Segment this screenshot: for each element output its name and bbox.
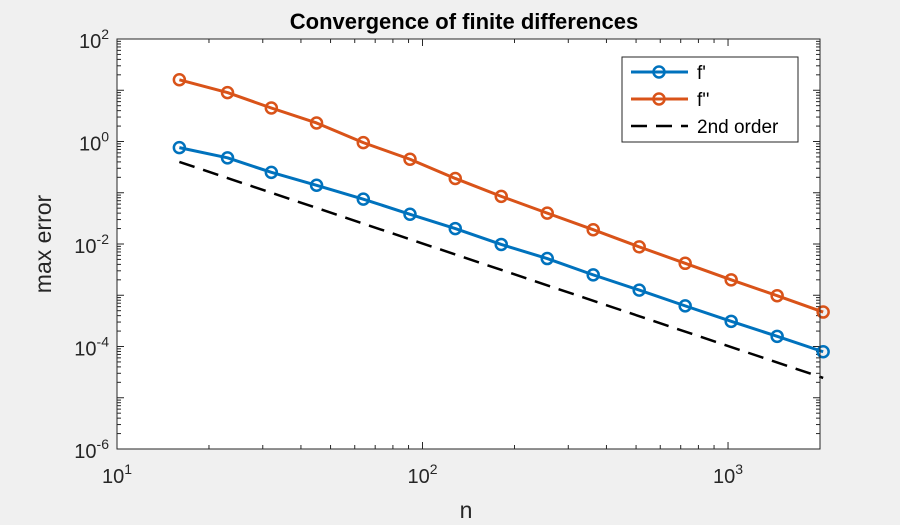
series-line-1 bbox=[178, 78, 824, 314]
y-axis-label: max error bbox=[30, 194, 56, 293]
series-point-1 bbox=[586, 222, 600, 237]
series-point-1 bbox=[770, 288, 784, 303]
y-tick-label: 10-2 bbox=[74, 231, 109, 258]
series-point-1 bbox=[403, 152, 417, 167]
x-axis-label: n bbox=[460, 497, 473, 523]
series-point-0 bbox=[264, 165, 279, 180]
y-tick-label: 10-4 bbox=[74, 334, 109, 361]
x-tick-label: 103 bbox=[713, 461, 743, 488]
legend-marker bbox=[652, 65, 666, 79]
axes-box bbox=[116, 38, 821, 450]
series-point-0 bbox=[770, 329, 784, 344]
series-point-1 bbox=[220, 85, 235, 100]
series-point-0 bbox=[309, 178, 324, 193]
series-point-1 bbox=[540, 206, 554, 220]
legend-label: 2nd order bbox=[697, 117, 779, 138]
series-point-0 bbox=[816, 344, 830, 359]
y-tick-label: 102 bbox=[79, 26, 109, 53]
series-layer bbox=[172, 73, 830, 380]
series-point-1 bbox=[724, 273, 738, 287]
series-point-1 bbox=[816, 305, 830, 319]
series-point-0 bbox=[356, 192, 371, 206]
series-point-1 bbox=[632, 240, 646, 254]
series-point-0 bbox=[494, 237, 508, 252]
legend: f' f'' 2nd order bbox=[621, 56, 799, 143]
series-point-0 bbox=[540, 251, 554, 266]
series-point-1 bbox=[678, 256, 692, 271]
series-point-1 bbox=[448, 171, 463, 186]
series-point-0 bbox=[448, 221, 463, 236]
legend-marker bbox=[652, 92, 666, 106]
series-point-1 bbox=[356, 135, 371, 150]
x-tick-label: 102 bbox=[407, 461, 437, 488]
series-point-0 bbox=[220, 151, 235, 165]
series-point-1 bbox=[309, 116, 324, 130]
chart-title: Convergence of finite differences bbox=[290, 9, 638, 34]
series-line-0 bbox=[179, 146, 824, 354]
series-point-0 bbox=[403, 207, 417, 222]
legend-label: f' bbox=[697, 63, 706, 84]
y-tick-label: 100 bbox=[79, 129, 109, 156]
series-point-1 bbox=[494, 189, 508, 204]
y-tick-label: 10-6 bbox=[74, 436, 109, 463]
series-point-0 bbox=[678, 299, 692, 313]
series-point-1 bbox=[264, 101, 279, 115]
series-point-0 bbox=[172, 140, 187, 155]
series-line-2 bbox=[178, 160, 824, 380]
series-point-0 bbox=[586, 268, 600, 282]
x-tick-label: 101 bbox=[102, 461, 132, 488]
series-point-0 bbox=[724, 314, 738, 329]
legend-label: f'' bbox=[697, 90, 710, 111]
series-point-1 bbox=[172, 73, 187, 87]
series-point-0 bbox=[632, 283, 646, 297]
